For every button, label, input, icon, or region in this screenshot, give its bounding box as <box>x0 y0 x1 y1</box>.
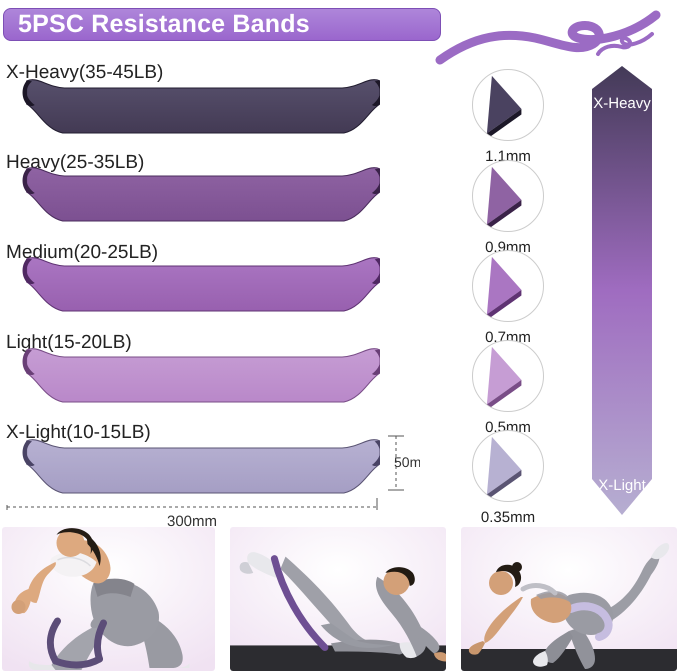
svg-text:X-Heavy: X-Heavy <box>593 95 651 112</box>
svg-text:X-Light: X-Light <box>598 477 646 494</box>
svg-text:50mm: 50mm <box>394 454 420 470</box>
